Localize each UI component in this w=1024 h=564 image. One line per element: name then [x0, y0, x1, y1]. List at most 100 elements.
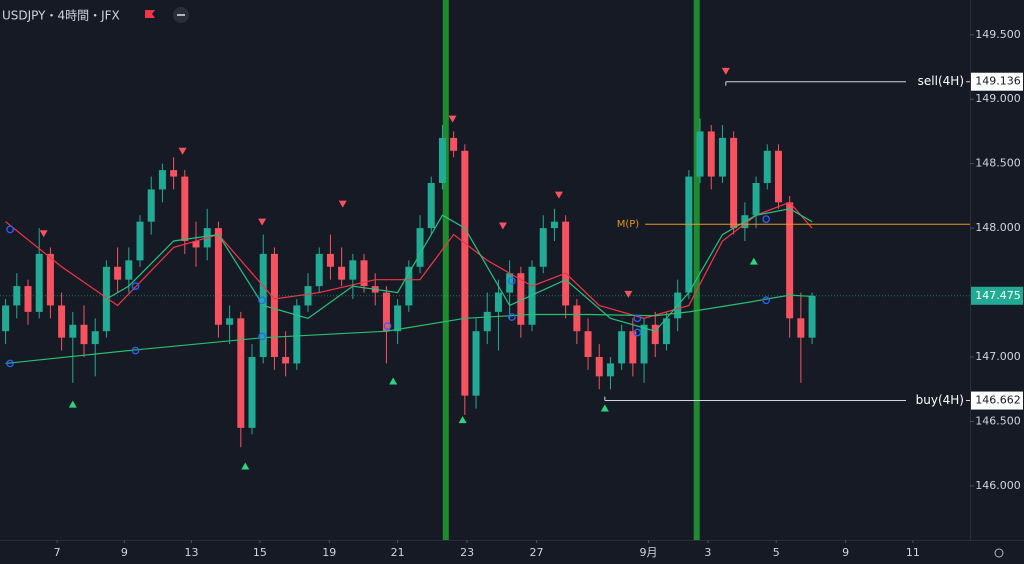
sell-signal	[554, 191, 563, 199]
x-tick-label: 21	[391, 546, 405, 559]
settings-button[interactable]	[994, 548, 1004, 558]
buy-signal	[68, 400, 77, 408]
candle-body	[24, 286, 32, 312]
candle-body	[786, 202, 794, 319]
candle-body	[427, 183, 435, 229]
level-name: buy(4H)	[916, 393, 964, 407]
marker	[258, 296, 266, 305]
marker	[383, 322, 392, 330]
level-name-bg	[906, 72, 966, 91]
candle-body	[461, 150, 469, 396]
sell-signal	[39, 230, 48, 238]
candle-body	[696, 131, 704, 177]
candle-body	[472, 331, 480, 396]
sell-signal	[448, 115, 457, 123]
candle-body	[707, 131, 715, 177]
moving-average	[106, 208, 813, 332]
x-tick-label: 13	[185, 546, 199, 559]
sell-signal	[624, 290, 633, 298]
candle-body	[539, 228, 547, 267]
candle-body	[248, 356, 256, 428]
flag-icon[interactable]	[145, 10, 155, 18]
candle-body	[237, 318, 245, 428]
candle-body	[58, 305, 66, 338]
x-tick-label: 9	[842, 546, 849, 559]
buy-signal	[458, 416, 467, 424]
candle-body	[629, 331, 637, 364]
x-tick-label: 15	[253, 546, 267, 559]
sell-signal	[258, 218, 267, 226]
x-tick-label: 9月	[640, 546, 658, 559]
marker	[258, 332, 266, 341]
candle-body	[304, 286, 312, 306]
candle-body	[170, 170, 178, 177]
level-name-bg	[906, 391, 966, 410]
x-tick-label: 27	[530, 546, 544, 559]
candle-body	[125, 260, 133, 280]
marker	[131, 282, 140, 290]
candle-body	[136, 221, 144, 261]
candle-body	[315, 253, 323, 287]
candle-body	[192, 241, 200, 248]
x-tick-label: 19	[322, 546, 336, 559]
y-tick-label: 146.500	[975, 414, 1021, 427]
marker	[131, 346, 140, 355]
x-tick-label: 11	[906, 546, 920, 559]
candle-body	[80, 324, 88, 345]
candle-body	[718, 137, 726, 177]
last-price-label: 147.475	[975, 289, 1021, 302]
candle-body	[640, 324, 648, 364]
buy-signal	[600, 404, 609, 412]
candle-body	[752, 183, 760, 216]
candle-body	[494, 292, 502, 312]
candle-body	[797, 318, 805, 338]
highlight-band	[442, 0, 449, 540]
candle-body	[416, 228, 424, 267]
level-price-box	[971, 72, 1023, 91]
y-tick-label: 148.000	[975, 221, 1021, 234]
candle-body	[282, 356, 290, 364]
x-tick-label: 7	[54, 546, 61, 559]
candle-body	[730, 137, 738, 229]
candle-body	[651, 324, 659, 345]
x-tick-label: 3	[704, 546, 711, 559]
y-tick-label: 148.500	[975, 157, 1021, 170]
buy-signal	[241, 462, 250, 470]
candle-body	[338, 266, 346, 280]
marker	[508, 313, 516, 321]
level-price: 146.662	[975, 394, 1021, 407]
candle-body	[450, 137, 458, 151]
candle-body	[763, 150, 771, 184]
candle-body	[349, 260, 357, 280]
x-tick-label: 5	[773, 546, 780, 559]
candle-body	[562, 221, 570, 306]
candle-body	[293, 305, 301, 364]
candle-body	[618, 331, 626, 364]
candle-body	[382, 292, 390, 332]
candle-body	[147, 189, 155, 222]
marker	[633, 328, 642, 337]
level-name: sell(4H)	[918, 74, 964, 88]
sell-signal	[338, 200, 347, 208]
candle-body	[483, 311, 491, 332]
level-price-box	[971, 391, 1023, 410]
candle-body	[158, 170, 166, 190]
candle-body	[573, 305, 581, 332]
chart-title: USDJPY・4時間・JFX	[2, 9, 120, 23]
sell-signal	[721, 67, 730, 75]
marker	[762, 215, 770, 223]
candle-body	[595, 356, 603, 377]
candle-body	[326, 253, 334, 267]
last-price-box	[971, 286, 1023, 305]
level-price: 149.136	[975, 75, 1021, 88]
candle-body	[181, 176, 189, 242]
candle-body	[69, 324, 77, 338]
candle-body	[46, 253, 54, 306]
candle-body	[808, 295, 816, 338]
y-tick-label: 147.000	[975, 350, 1021, 363]
marker	[6, 359, 14, 368]
midpoint-label: M(P)	[617, 219, 640, 230]
candle-body	[662, 318, 670, 345]
candle-body	[35, 253, 43, 312]
